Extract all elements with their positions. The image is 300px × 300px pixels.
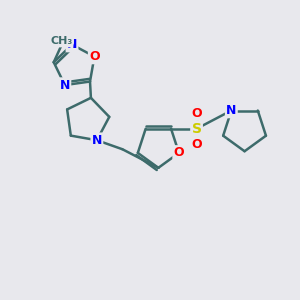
- Text: N: N: [92, 134, 102, 147]
- Text: N: N: [60, 79, 70, 92]
- Text: O: O: [191, 106, 202, 120]
- Text: CH₃: CH₃: [50, 36, 72, 46]
- Text: N: N: [226, 104, 236, 117]
- Text: O: O: [191, 138, 202, 151]
- Text: O: O: [174, 146, 184, 159]
- Text: N: N: [67, 38, 77, 51]
- Text: S: S: [192, 122, 202, 136]
- Text: O: O: [89, 50, 100, 63]
